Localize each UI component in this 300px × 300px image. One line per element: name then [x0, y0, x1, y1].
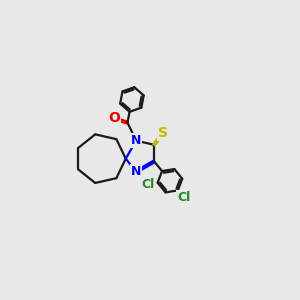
Text: S: S [158, 126, 168, 140]
Text: O: O [108, 112, 120, 125]
Text: Cl: Cl [177, 191, 190, 204]
Text: Cl: Cl [141, 178, 155, 191]
Text: N: N [131, 134, 141, 147]
Text: N: N [131, 165, 141, 178]
